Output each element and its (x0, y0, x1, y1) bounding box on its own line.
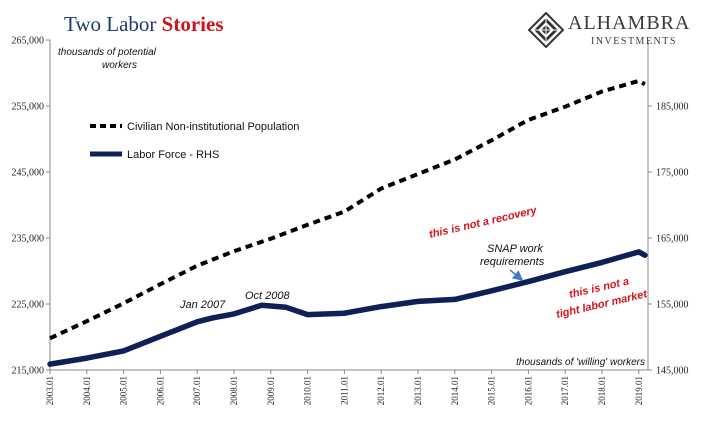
right-tick-label: 185,000 (656, 102, 689, 113)
left-tick-label: 245,000 (12, 168, 45, 179)
x-tick-label: 2013.01 (413, 376, 423, 405)
x-tick-label: 2009.01 (266, 376, 276, 405)
series-line-labor-force (47, 249, 648, 367)
right-tick-label: 145,000 (656, 366, 689, 377)
series-line-population (49, 78, 646, 341)
x-tick-label: 2003.01 (45, 376, 55, 405)
x-tick-label: 2015.01 (487, 376, 497, 405)
left-tick-label: 215,000 (12, 366, 45, 377)
diamond-logo-icon (528, 12, 564, 48)
left-tick-label: 255,000 (12, 102, 45, 113)
annotation-snap-arrow (509, 269, 524, 281)
x-tick-label: 2017.01 (560, 376, 570, 405)
chart-title-accent: Stories (161, 12, 224, 36)
left-axis-unit-line1: thousands of potential (58, 47, 157, 58)
left-tick-label: 265,000 (12, 36, 45, 47)
x-tick-label: 2011.01 (339, 376, 349, 405)
x-tick-label: 2006.01 (155, 376, 165, 405)
annotation-snap-line2: requirements (480, 256, 545, 268)
x-tick-label: 2018.01 (597, 376, 607, 405)
right-axis-unit: thousands of 'willing' workers (516, 357, 645, 368)
x-tick-label: 2005.01 (119, 376, 129, 405)
legend-label-population: Civilian Non-institutional Population (127, 121, 299, 133)
legend: Civilian Non-institutional Population La… (90, 121, 299, 161)
x-tick-label: 2016.01 (523, 376, 533, 405)
left-axis-ticks: 215,000 225,000 235,000 245,000 255,000 265,0… (12, 36, 50, 377)
x-tick-label: 2019.01 (634, 376, 644, 405)
right-axis-ticks: 145,000 155,000 165,000 175,000 185,000 (648, 102, 689, 377)
series-group (47, 78, 648, 367)
plot-frame (49, 40, 649, 371)
x-tick-label: 2010.01 (303, 376, 313, 405)
annotation-oct-2008: Oct 2008 (245, 290, 291, 302)
left-tick-label: 235,000 (12, 234, 45, 245)
right-tick-label: 155,000 (656, 300, 689, 311)
x-tick-label: 2004.01 (82, 376, 92, 405)
legend-label-labor-force: Labor Force - RHS (127, 149, 219, 161)
right-tick-label: 165,000 (656, 234, 689, 245)
x-tick-label: 2007.01 (192, 376, 202, 405)
annotation-jan-2007: Jan 2007 (179, 299, 226, 311)
left-axis-unit-line2: workers (102, 60, 137, 71)
x-tick-label: 2012.01 (376, 376, 386, 405)
x-tick-label: 2014.01 (450, 376, 460, 405)
left-tick-label: 225,000 (12, 300, 45, 311)
brand-logo: ALHAMBRA INVESTMENTS (528, 12, 698, 52)
chart-title-main: Two Labor (64, 12, 157, 36)
x-axis-ticks: 2003.01 2004.01 2005.01 2006.01 2007.01 2008.… (45, 370, 644, 405)
right-tick-label: 175,000 (656, 168, 689, 179)
chart-title: Two Labor Stories (64, 12, 224, 37)
annotation-snap-line1: SNAP work (487, 243, 543, 255)
x-tick-label: 2008.01 (229, 376, 239, 405)
brand-name: ALHAMBRA (568, 12, 691, 34)
brand-subtitle: INVESTMENTS (591, 36, 677, 47)
annotation-not-recovery: this is not a recovery (428, 204, 539, 241)
